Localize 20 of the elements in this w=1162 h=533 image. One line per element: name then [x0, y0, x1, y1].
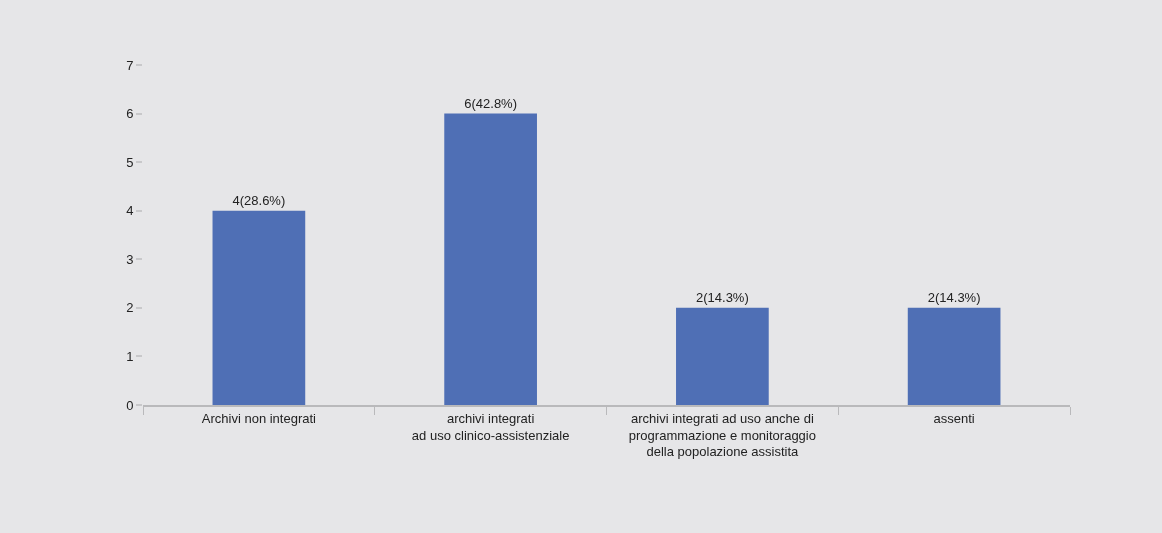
- y-tick-label: 2: [126, 300, 134, 316]
- bar: [907, 307, 1001, 405]
- y-tick-label: 5: [126, 154, 134, 170]
- data-label: 2(14.3%): [696, 289, 749, 305]
- y-tick-label: 4: [126, 203, 134, 219]
- x-tick-label: Archivi non integrati: [201, 410, 317, 426]
- y-tick-label: 0: [126, 397, 134, 413]
- data-label: 4(28.6%): [232, 192, 286, 208]
- y-tick-label: 7: [126, 57, 134, 73]
- y-tick-label: 3: [126, 251, 134, 267]
- x-tick-label: archivi integrati ad uso clinico-assistenziale: [411, 410, 570, 443]
- bar: [212, 210, 306, 405]
- x-tick-label: assenti: [933, 410, 975, 426]
- y-tick-label: 1: [126, 348, 134, 364]
- data-label: 6(42.8%): [464, 95, 517, 111]
- y-tick-label: 6: [126, 106, 134, 122]
- bar: [444, 113, 537, 405]
- data-label: 2(14.3%): [927, 289, 981, 305]
- bar: [676, 307, 769, 405]
- x-tick-label: archivi integrati ad uso anche di programmazione e monitoraggio della popolazione assistita: [628, 410, 816, 460]
